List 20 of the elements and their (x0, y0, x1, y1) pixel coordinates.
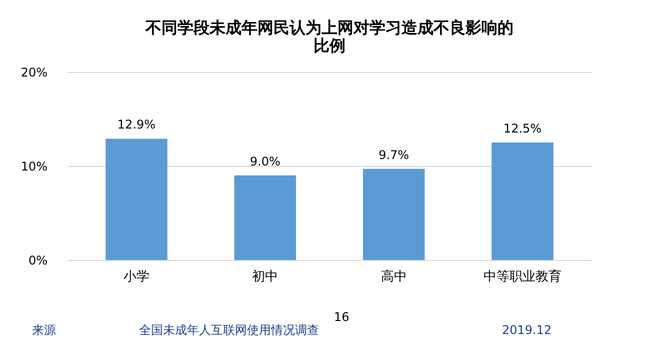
bar (106, 138, 168, 260)
bar (362, 168, 425, 260)
y-tick-label: 10% (20, 160, 48, 174)
data-label: 9.0% (250, 154, 280, 168)
text: 16 (334, 310, 350, 324)
text: 全国未成年人互联网使用情况调查 (139, 323, 319, 337)
text: 2019.12 (502, 323, 552, 337)
data-label: 12.9% (117, 118, 156, 132)
y-tick-label: 0% (28, 254, 48, 268)
chart-title: 不同学段未成年网民认为上网对学习造成不良影响的比例 (144, 18, 514, 55)
x-tick-label: 高中 (380, 268, 407, 284)
data-label: 9.7% (378, 148, 410, 162)
bar (492, 142, 554, 260)
x-tick-label: 中等职业教育 (484, 268, 562, 284)
text: 来源 (32, 323, 56, 337)
data-label: 12.5% (503, 122, 542, 136)
x-tick-label: 小学 (123, 270, 150, 284)
x-tick-label: 初中 (252, 270, 278, 284)
y-tick-label: 20% (20, 66, 48, 80)
bar (234, 175, 296, 260)
